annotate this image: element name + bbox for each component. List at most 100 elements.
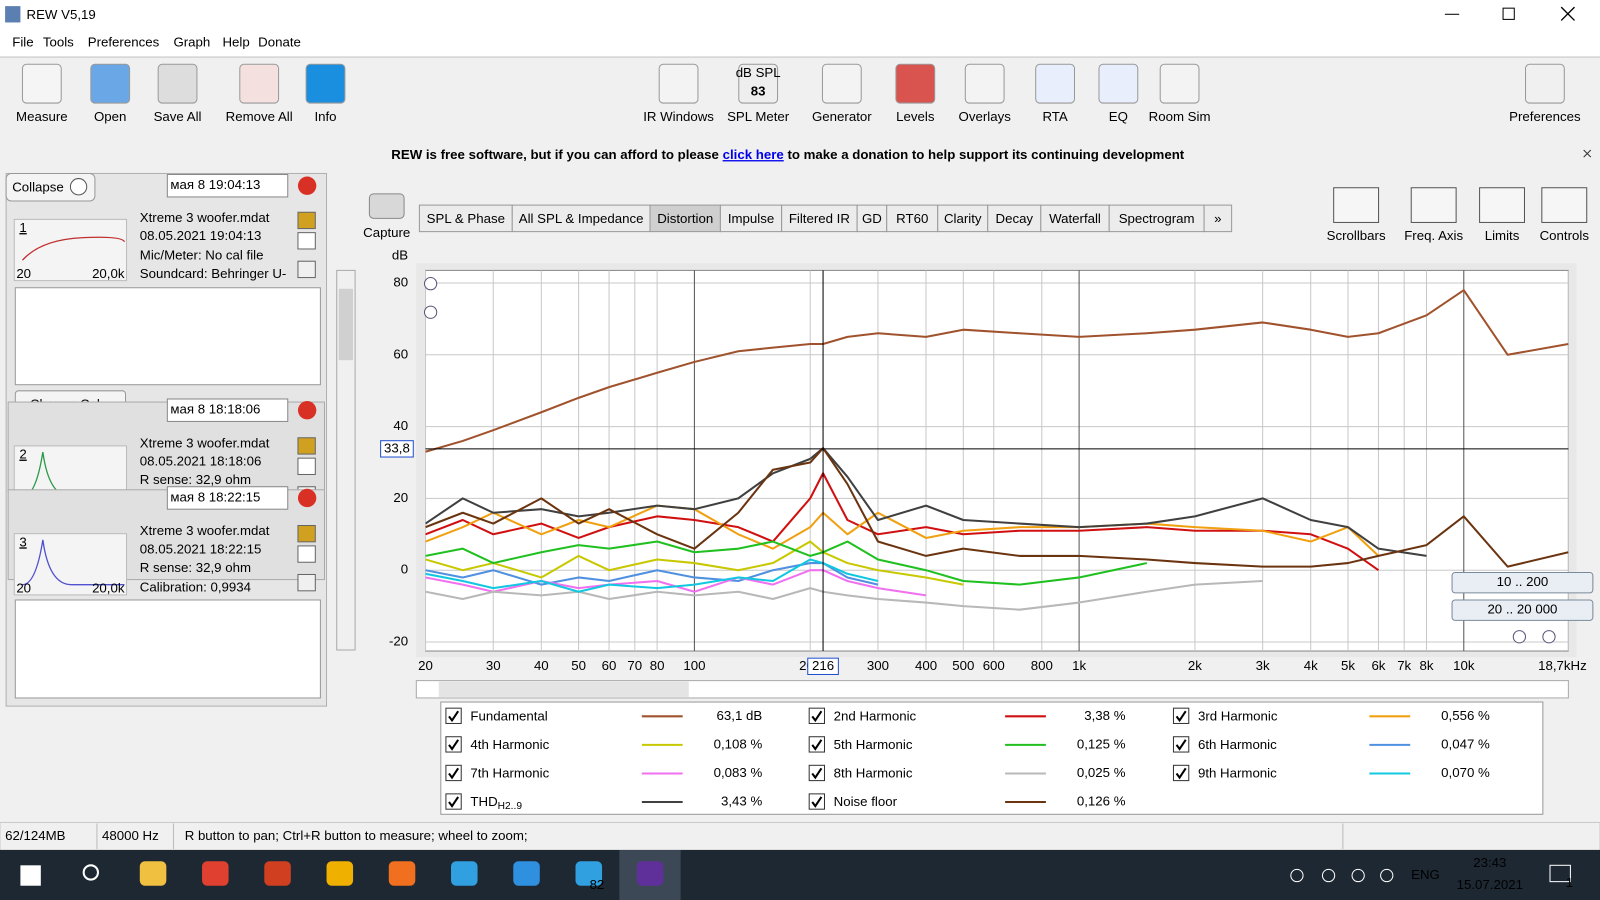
graph-tab[interactable] xyxy=(886,204,939,233)
legend-checkbox[interactable] xyxy=(445,736,462,753)
clock-date[interactable]: 15.07.2021 xyxy=(1457,877,1523,892)
legend-checkbox[interactable] xyxy=(808,764,825,782)
toolbar-label[interactable]: Save All xyxy=(154,109,202,124)
zoom-icon[interactable] xyxy=(1512,630,1527,644)
card-icon[interactable] xyxy=(297,457,316,475)
x-scroll-thumb[interactable] xyxy=(438,681,689,697)
range-label[interactable]: 20 .. 20 000 xyxy=(1487,602,1557,617)
taskbar-app[interactable] xyxy=(139,861,167,886)
toolbar-icon[interactable] xyxy=(1159,63,1200,104)
taskbar-app[interactable] xyxy=(326,861,354,886)
tab-label[interactable]: GD xyxy=(862,211,882,226)
graph-tab[interactable] xyxy=(1203,204,1233,233)
taskbar-app[interactable] xyxy=(575,861,603,886)
range-button[interactable] xyxy=(1451,599,1594,621)
graph-tool-icon[interactable] xyxy=(1541,187,1588,223)
legend-checkbox[interactable] xyxy=(1172,736,1190,753)
clock-time[interactable]: 23:43 xyxy=(1473,855,1506,870)
notification-icon[interactable] xyxy=(1549,864,1571,883)
graph-tab[interactable] xyxy=(1108,204,1205,233)
toolbar-icon[interactable] xyxy=(90,63,131,104)
capture-icon[interactable] xyxy=(368,193,405,219)
tab-label[interactable]: Spectrogram xyxy=(1119,211,1195,226)
tray-icon[interactable] xyxy=(1290,868,1304,883)
toolbar-icon[interactable] xyxy=(964,63,1005,104)
tab-label[interactable]: SPL & Phase xyxy=(427,211,505,226)
graph-tab[interactable] xyxy=(781,204,858,233)
graph-tool-label[interactable]: Limits xyxy=(1485,228,1520,243)
graph-tool-icon[interactable] xyxy=(1479,187,1525,223)
toolbar-icon[interactable] xyxy=(738,63,779,104)
toolbar-icon[interactable] xyxy=(305,63,346,104)
graph-tab[interactable] xyxy=(418,204,513,233)
tray-icon[interactable] xyxy=(1380,868,1394,883)
graph-tab[interactable] xyxy=(719,204,783,233)
toolbar-label[interactable]: Preferences xyxy=(1509,109,1581,124)
legend-checkbox[interactable] xyxy=(445,793,462,810)
menu-item[interactable]: Preferences xyxy=(88,34,160,49)
toolbar-label[interactable]: IR Windows xyxy=(643,109,714,124)
donation-link[interactable]: click here xyxy=(723,147,784,162)
toolbar-icon[interactable] xyxy=(239,63,280,104)
close-button[interactable] xyxy=(1560,6,1575,21)
toolbar-label[interactable]: Overlays xyxy=(959,109,1012,124)
zoom-icon[interactable] xyxy=(1542,630,1556,644)
keyboard-language[interactable]: ENG xyxy=(1411,867,1440,882)
search-icon[interactable] xyxy=(82,864,99,881)
graph-tool-icon[interactable] xyxy=(1410,187,1457,223)
banner-close[interactable] xyxy=(1583,149,1592,158)
graph-tab[interactable] xyxy=(987,204,1042,233)
legend-checkbox[interactable] xyxy=(808,793,825,810)
card-icon[interactable] xyxy=(297,573,316,592)
taskbar-app[interactable] xyxy=(513,861,540,886)
graph-tab[interactable] xyxy=(511,204,651,233)
toolbar-icon[interactable] xyxy=(821,63,862,104)
x-scrollbar[interactable] xyxy=(415,680,1569,699)
remove-icon[interactable] xyxy=(297,488,317,508)
graph-tool-icon[interactable] xyxy=(1333,187,1380,223)
legend-checkbox[interactable] xyxy=(1172,764,1190,782)
legend-checkbox[interactable] xyxy=(445,764,462,782)
graph-tab[interactable] xyxy=(649,204,721,233)
capture-label[interactable]: Capture xyxy=(363,225,410,240)
tab-label[interactable]: Waterfall xyxy=(1049,211,1101,226)
toolbar-label[interactable]: EQ xyxy=(1109,109,1128,124)
toolbar-label[interactable]: Open xyxy=(94,109,126,124)
toolbar-label[interactable]: Info xyxy=(314,109,336,124)
tab-label[interactable]: Filtered IR xyxy=(789,211,850,226)
maximize-button[interactable] xyxy=(1502,7,1515,20)
legend-checkbox[interactable] xyxy=(1172,707,1190,724)
legend-checkbox[interactable] xyxy=(808,736,825,753)
toolbar-icon[interactable] xyxy=(658,63,699,104)
legend-checkbox[interactable] xyxy=(808,707,825,724)
menu-item[interactable]: Help xyxy=(222,34,249,49)
tray-icon[interactable] xyxy=(1351,868,1365,883)
card-icon[interactable] xyxy=(297,260,316,279)
zoom-icon[interactable] xyxy=(423,305,438,319)
card-icon[interactable] xyxy=(297,545,316,563)
toolbar-label[interactable]: Generator xyxy=(812,109,872,124)
card-icon[interactable] xyxy=(297,232,316,250)
card-icon[interactable] xyxy=(297,211,316,230)
remove-icon[interactable] xyxy=(297,401,317,420)
graph-tool-label[interactable]: Scrollbars xyxy=(1327,228,1386,243)
tray-icon[interactable] xyxy=(1321,868,1336,883)
date-field[interactable] xyxy=(166,486,289,510)
tab-label[interactable]: Distortion xyxy=(657,211,713,226)
menu-item[interactable]: Graph xyxy=(173,34,210,49)
menu-item[interactable]: Donate xyxy=(258,34,301,49)
graph-tab[interactable] xyxy=(1040,204,1110,233)
range-button[interactable] xyxy=(1451,571,1594,594)
tab-label[interactable]: » xyxy=(1214,211,1221,226)
taskbar-app[interactable] xyxy=(451,861,478,886)
toolbar-label[interactable]: Remove All xyxy=(226,109,293,124)
toolbar-label[interactable]: RTA xyxy=(1042,109,1067,124)
thumbnail[interactable] xyxy=(13,218,128,282)
graph-tab[interactable] xyxy=(937,204,989,233)
tab-label[interactable]: All SPL & Impedance xyxy=(519,211,644,226)
toolbar-label[interactable]: Measure xyxy=(16,109,68,124)
tab-label[interactable]: Clarity xyxy=(944,211,982,226)
tab-label[interactable]: RT60 xyxy=(896,211,928,226)
toolbar-label[interactable]: Room Sim xyxy=(1149,109,1211,124)
toolbar-label[interactable]: SPL Meter xyxy=(727,109,790,124)
